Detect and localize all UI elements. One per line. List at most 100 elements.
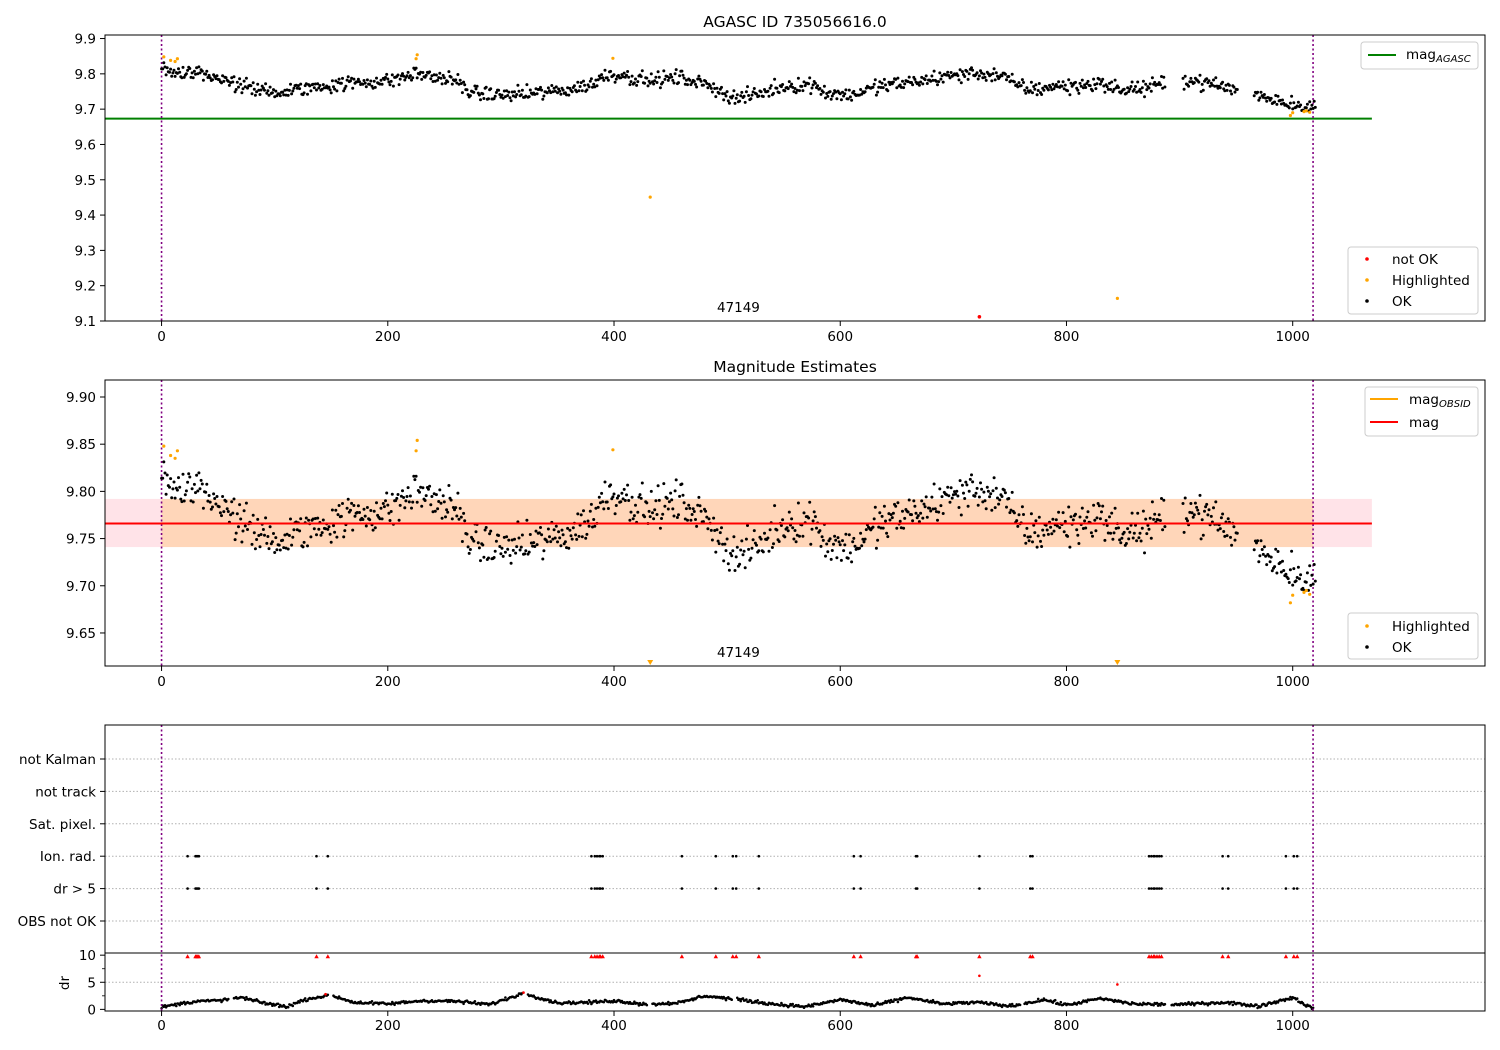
ok-point (986, 489, 990, 493)
ok-point (859, 88, 863, 91)
ok-point (1279, 102, 1283, 106)
ok-point (582, 79, 585, 83)
ok-point (836, 536, 840, 540)
ok-point (705, 515, 709, 519)
ok-point (588, 509, 592, 513)
ok-point (1069, 515, 1073, 519)
ok-point (190, 487, 194, 491)
ok-point (672, 81, 676, 85)
ok-point (1050, 532, 1054, 536)
ok-point (463, 519, 467, 523)
ok-point (1201, 88, 1205, 92)
ok-point (1046, 532, 1050, 536)
ok-point (1223, 89, 1227, 93)
magnitude-xtick-label: 0 (157, 674, 166, 690)
ok-point (888, 518, 892, 522)
dr-point (779, 1004, 782, 1007)
ok-point (306, 544, 309, 548)
ok-point (609, 69, 613, 73)
ok-point (207, 73, 211, 77)
ok-point (263, 533, 266, 537)
ok-point (787, 510, 791, 514)
ok-point (1218, 86, 1222, 90)
ok-point (249, 84, 253, 88)
dr-point (1290, 998, 1293, 1001)
ok-point (1140, 86, 1144, 90)
ok-point (648, 81, 652, 85)
legend-marker-highlighted (1365, 624, 1369, 628)
ok-point (1275, 102, 1279, 106)
ok-point (1291, 583, 1295, 587)
ok-point (295, 86, 299, 90)
dr-point (1036, 997, 1040, 1001)
ok-point (646, 84, 650, 88)
ok-point (570, 537, 574, 541)
ok-point (304, 82, 308, 86)
ok-point (792, 537, 796, 541)
ok-point (1076, 533, 1080, 537)
ok-point (606, 507, 610, 510)
ok-point (899, 526, 903, 530)
ok-point (1097, 504, 1101, 508)
ok-point (525, 83, 529, 87)
ok-point (821, 538, 825, 542)
ok-point (994, 71, 998, 75)
dr-point (832, 1000, 835, 1004)
ok-point (1108, 515, 1111, 519)
legend-label-sub: AGASC (1435, 54, 1471, 65)
ok-point (256, 82, 260, 86)
ok-point (162, 460, 166, 464)
ok-point (766, 536, 770, 540)
ok-point (623, 499, 627, 502)
ok-point (1110, 511, 1114, 515)
ok-point (1287, 581, 1291, 584)
ok-point (458, 78, 462, 82)
ok-point (211, 505, 214, 509)
legend-frame (1360, 41, 1479, 70)
ok-point (794, 91, 798, 95)
ok-point (445, 508, 449, 512)
ok-point (498, 545, 502, 548)
ok-point (640, 69, 644, 73)
ok-point (1005, 78, 1008, 82)
ok-point (282, 546, 286, 550)
ok-point (592, 518, 596, 521)
ok-point (517, 89, 521, 93)
ok-point (540, 88, 544, 92)
ok-point (1262, 93, 1266, 96)
ok-point (938, 71, 942, 75)
ok-point (1312, 99, 1316, 103)
dr-capped-marker (185, 954, 190, 959)
ok-point (891, 80, 895, 84)
ok-point (1069, 81, 1073, 85)
ok-point (1295, 576, 1299, 579)
legend-label-main: mag (1409, 415, 1439, 431)
dr-point (1018, 1003, 1022, 1007)
flag-point (315, 854, 318, 858)
ok-point (363, 514, 367, 518)
ok-point (473, 84, 477, 88)
dr-point (1155, 1001, 1159, 1005)
ok-point (1181, 502, 1185, 505)
ok-point (356, 77, 360, 81)
ok-point (1199, 537, 1203, 541)
ok-point (674, 68, 678, 72)
ok-point (454, 506, 458, 510)
ok-point (775, 86, 779, 90)
ok-point (427, 487, 430, 491)
dr-point (1014, 1005, 1017, 1008)
ok-point (510, 90, 514, 94)
ok-point (1138, 88, 1142, 91)
ok-point (1033, 87, 1037, 91)
flag-point (186, 887, 189, 890)
ok-point (966, 504, 970, 508)
ok-point (687, 503, 691, 507)
ok-point (980, 487, 984, 491)
highlighted-point (1302, 590, 1306, 595)
highlighted-point (414, 57, 418, 61)
dr-point (1255, 1003, 1258, 1006)
dr-point (393, 1003, 396, 1007)
ok-point (643, 81, 647, 85)
ok-point (1128, 530, 1132, 534)
ok-point (346, 497, 350, 501)
